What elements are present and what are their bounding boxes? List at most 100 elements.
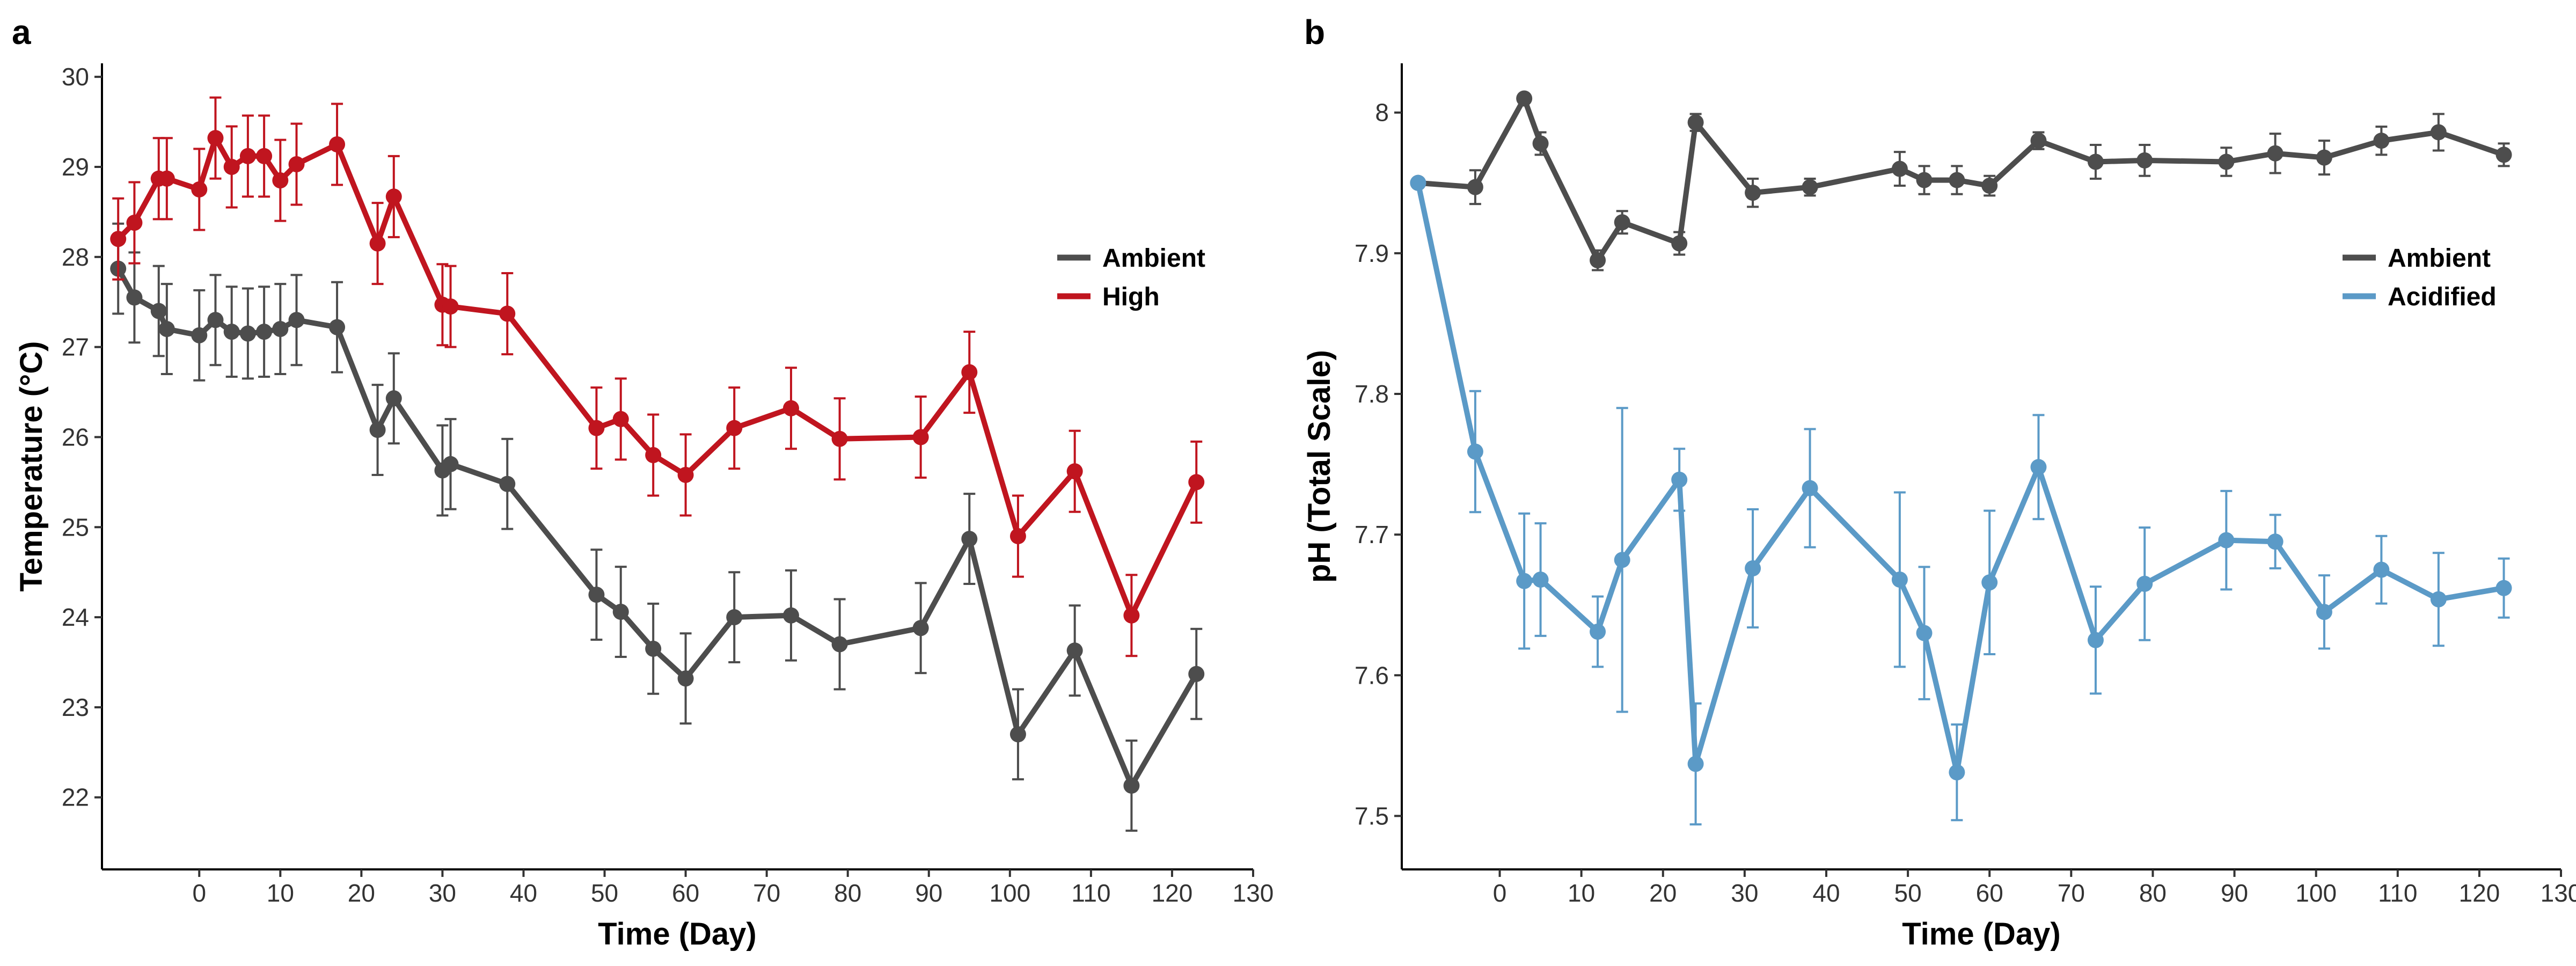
data-point (369, 235, 386, 252)
x-tick-label: 120 (2459, 879, 2500, 907)
data-point (1590, 252, 1606, 268)
y-axis-title: pH (Total Scale) (1302, 350, 1337, 583)
data-point (1009, 528, 1026, 545)
data-point (442, 298, 459, 315)
x-tick-label: 50 (1894, 879, 1922, 907)
y-tick-label: 25 (62, 513, 89, 541)
data-point (1891, 160, 1908, 177)
data-point (385, 390, 402, 407)
data-point (2496, 147, 2512, 163)
x-tick-label: 10 (1568, 879, 1595, 907)
data-point (2218, 532, 2235, 548)
data-point (612, 411, 629, 427)
data-point (612, 604, 629, 620)
series-ambient (110, 222, 1205, 832)
data-point (2136, 575, 2153, 592)
y-tick-label: 7.8 (1355, 380, 1389, 408)
y-tick-label: 23 (62, 693, 89, 721)
data-point (1745, 185, 1761, 201)
data-point (1671, 471, 1688, 488)
data-point (499, 305, 516, 322)
data-point (1516, 573, 1533, 589)
data-point (2267, 145, 2284, 162)
data-point (1123, 607, 1140, 624)
data-point (1802, 179, 1818, 195)
x-tick-label: 0 (1493, 879, 1507, 907)
x-tick-label: 80 (834, 879, 861, 907)
data-point (110, 231, 127, 247)
y-tick-label: 8 (1375, 99, 1389, 127)
data-point (329, 319, 346, 335)
data-point (499, 475, 516, 492)
data-point (1891, 572, 1908, 588)
x-tick-label: 20 (1649, 879, 1677, 907)
y-tick-label: 22 (62, 784, 89, 811)
data-point (256, 324, 273, 340)
legend-label: Ambient (2388, 244, 2491, 273)
data-point (158, 170, 175, 187)
data-point (2430, 591, 2447, 608)
data-point (1614, 214, 1630, 231)
x-tick-label: 60 (672, 879, 699, 907)
data-point (912, 429, 929, 445)
data-point (726, 420, 743, 436)
data-point (329, 136, 346, 153)
data-point (239, 325, 256, 342)
data-point (2496, 580, 2512, 596)
y-tick-label: 24 (62, 603, 89, 631)
y-tick-label: 7.7 (1355, 521, 1389, 548)
data-point (191, 327, 208, 343)
data-point (1949, 172, 1965, 188)
data-point (645, 447, 662, 464)
x-tick-label: 110 (2378, 879, 2417, 907)
data-point (645, 640, 662, 657)
data-point (831, 636, 848, 653)
data-point (223, 158, 240, 175)
data-point (2030, 133, 2047, 149)
data-point (726, 609, 743, 626)
data-point (1981, 178, 1998, 194)
data-point (782, 607, 799, 624)
x-tick-label: 0 (192, 879, 206, 907)
x-tick-label: 40 (510, 879, 537, 907)
x-axis-title: Time (Day) (598, 917, 756, 952)
y-tick-label: 7.9 (1355, 239, 1389, 267)
data-point (442, 456, 459, 472)
x-tick-label: 10 (267, 879, 294, 907)
x-tick-label: 70 (2058, 879, 2085, 907)
y-tick-label: 27 (62, 333, 89, 361)
data-point (2316, 604, 2332, 620)
panel-label: b (1304, 13, 1325, 52)
legend-label: High (1102, 283, 1160, 311)
data-point (1687, 756, 1704, 772)
data-point (2373, 561, 2390, 578)
x-tick-label: 60 (1976, 879, 2003, 907)
data-point (588, 420, 605, 436)
data-point (288, 156, 305, 172)
data-point (1745, 560, 1761, 577)
data-point (369, 422, 386, 438)
y-tick-label: 28 (62, 243, 89, 271)
x-tick-label: 90 (2221, 879, 2248, 907)
data-point (2087, 632, 2104, 648)
data-point (677, 670, 694, 687)
x-tick-label: 50 (591, 879, 618, 907)
data-point (1188, 665, 1205, 682)
data-point (961, 531, 978, 547)
data-point (1687, 114, 1704, 131)
data-point (1532, 572, 1549, 588)
data-point (831, 430, 848, 447)
data-point (588, 587, 605, 603)
legend-label: Acidified (2388, 283, 2497, 311)
x-tick-label: 110 (1071, 879, 1110, 907)
data-point (1467, 179, 1483, 195)
data-point (223, 324, 240, 340)
data-point (2316, 149, 2332, 166)
y-tick-label: 30 (62, 63, 89, 91)
data-point (1949, 764, 1965, 781)
x-axis-title: Time (Day) (1902, 917, 2060, 952)
data-point (1066, 463, 1083, 480)
data-point (1123, 777, 1140, 794)
x-tick-label: 20 (348, 879, 375, 907)
data-point (158, 321, 175, 338)
